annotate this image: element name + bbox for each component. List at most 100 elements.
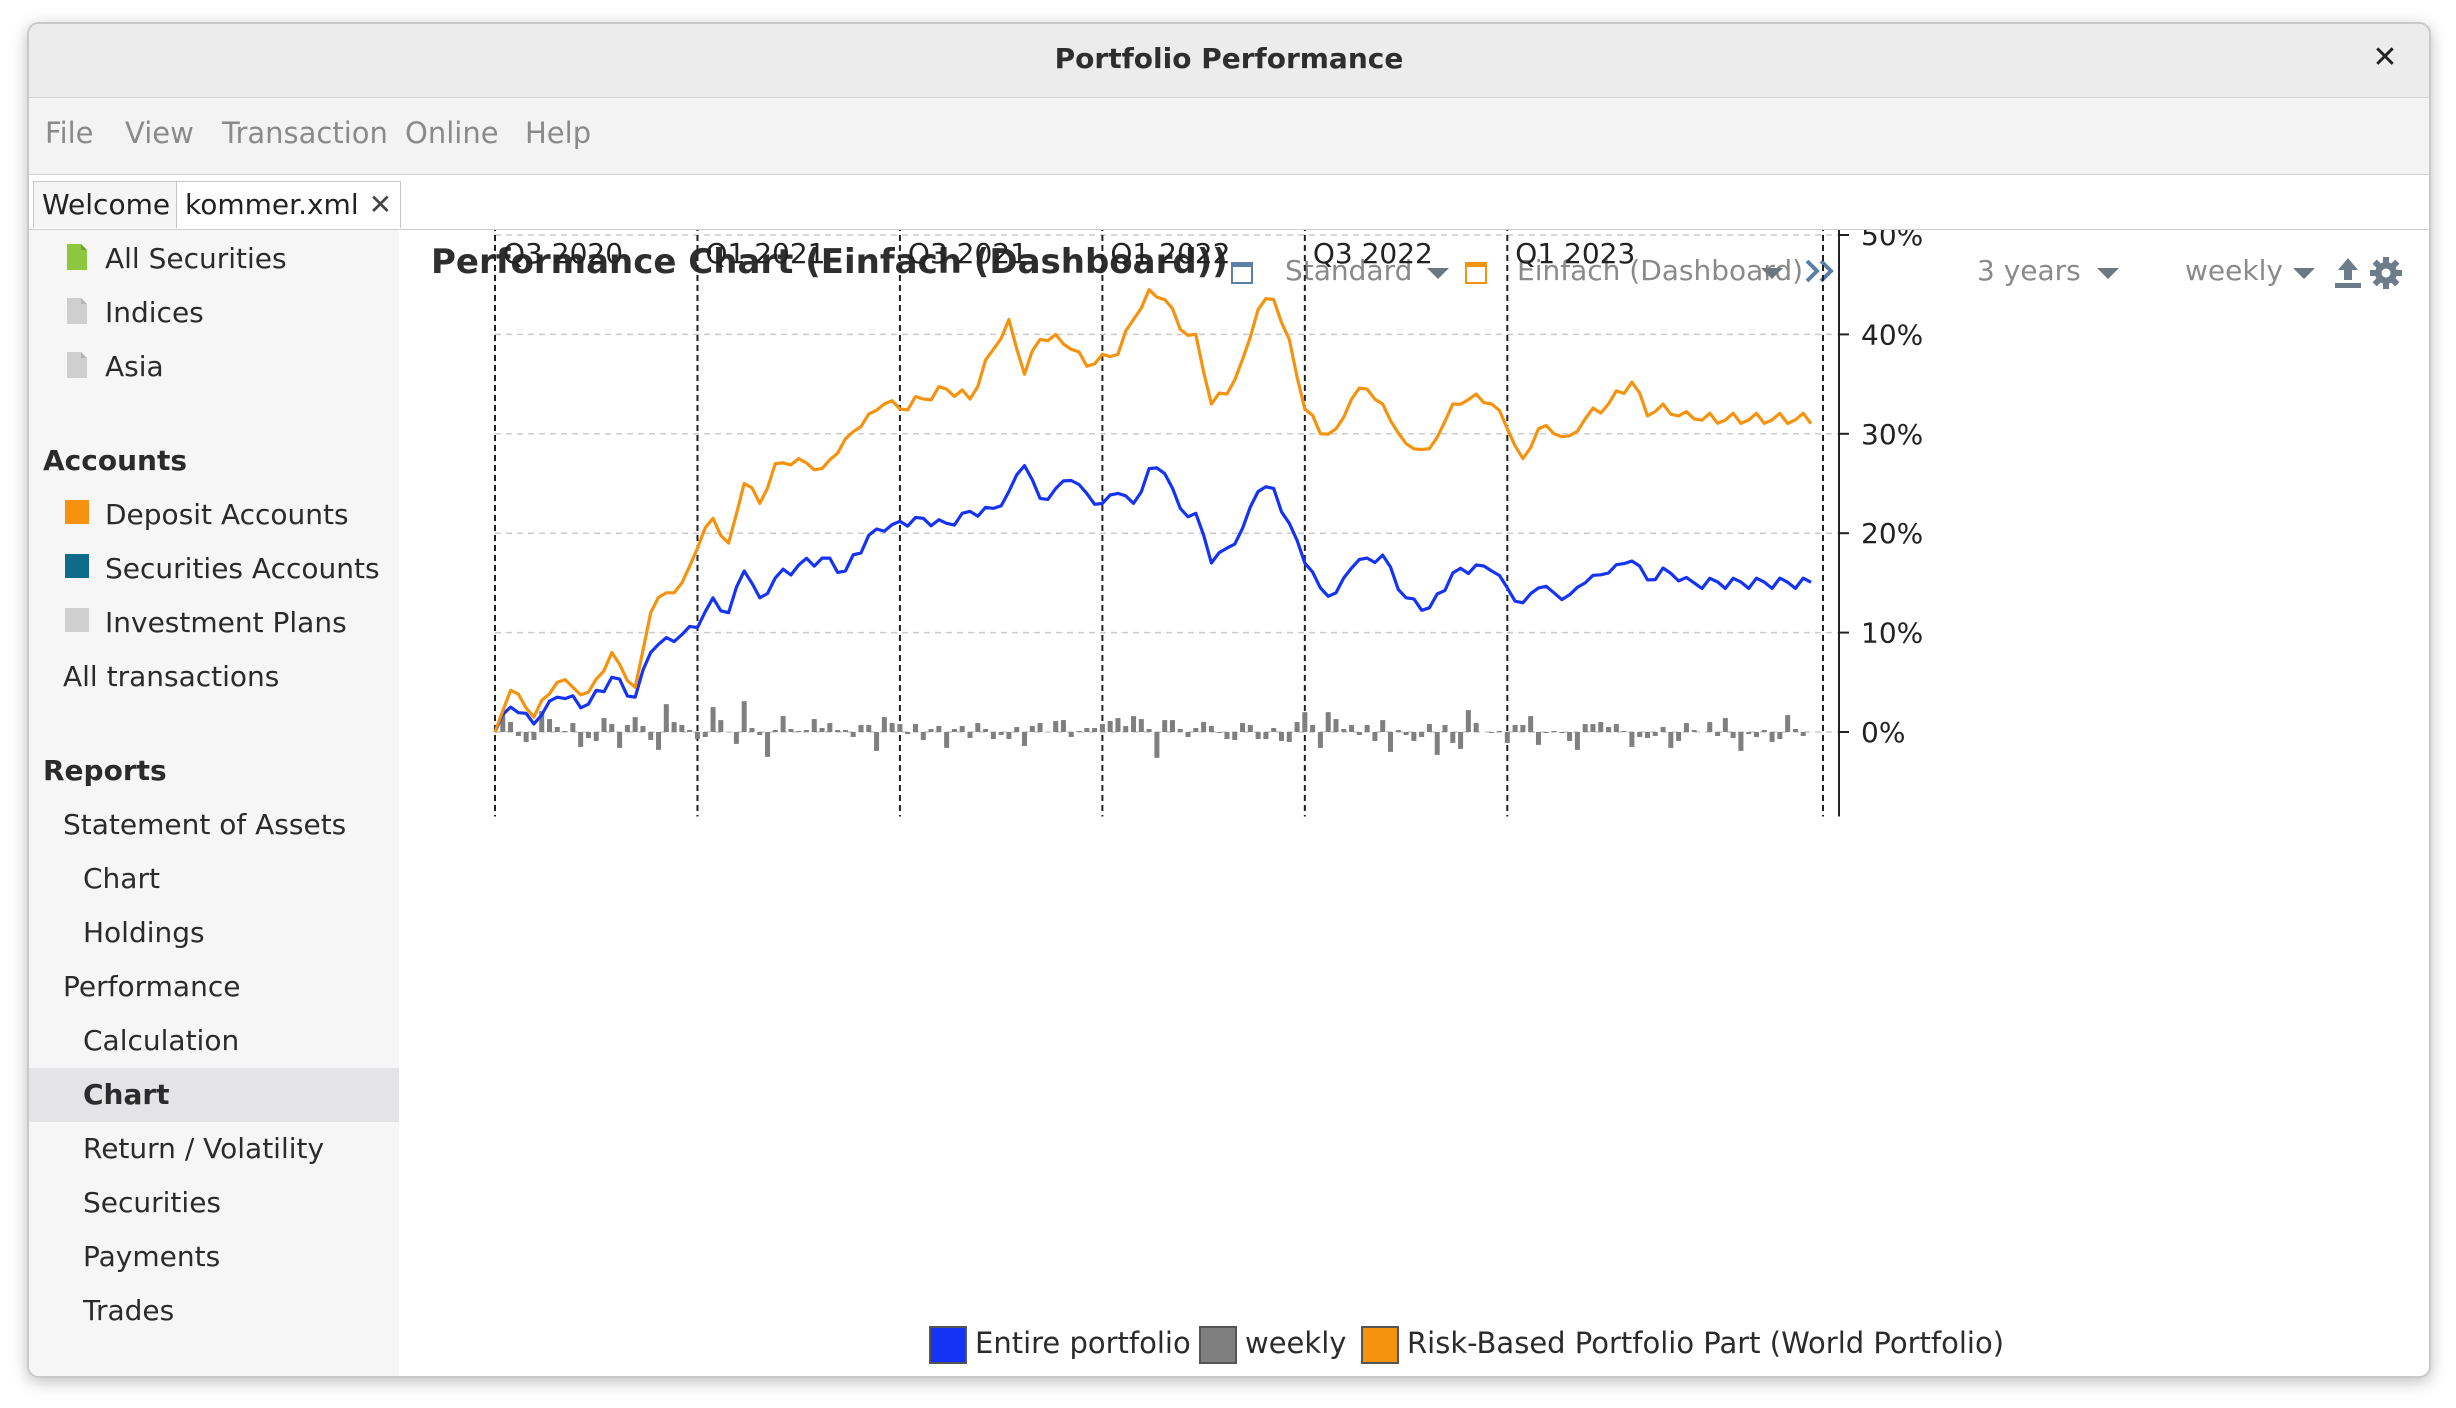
weekly-bar [1076, 731, 1082, 732]
weekly-bar [570, 723, 576, 732]
legend-label-weekly: weekly [1245, 1326, 1347, 1360]
sidebar-item-performance[interactable]: Performance [63, 970, 241, 1003]
tab-welcome-label: Welcome [42, 188, 171, 221]
close-icon[interactable]: ✕ [2372, 40, 2398, 75]
double-chevron-right-icon[interactable] [1803, 256, 1839, 290]
green-document-icon [67, 244, 87, 270]
gear-icon[interactable] [2369, 256, 2403, 294]
weekly-bar [1232, 732, 1238, 740]
weekly-bar [1115, 718, 1121, 732]
weekly-bar [881, 717, 887, 732]
weekly-bar [811, 719, 817, 732]
weekly-bar [648, 732, 654, 740]
sidebar-item-performance-chart[interactable]: Chart [83, 1078, 170, 1111]
weekly-bar [1341, 729, 1347, 732]
weekly-bar [585, 732, 591, 738]
accounts-header: Accounts [43, 444, 188, 477]
sidebar-item-soa-chart[interactable]: Chart [83, 862, 160, 895]
sidebar-item-all-transactions[interactable]: All transactions [63, 660, 280, 693]
tab-kommer[interactable]: kommer.xml ✕ [176, 181, 402, 228]
document-icon [67, 352, 87, 378]
export-icon[interactable] [2333, 256, 2363, 294]
sidebar-item-trades[interactable]: Trades [83, 1294, 175, 1327]
sidebar-item-statement-of-assets[interactable]: Statement of Assets [63, 808, 347, 841]
weekly-bar [515, 732, 521, 736]
sidebar-selection-highlight [29, 1068, 399, 1122]
sidebar-item-calculation[interactable]: Calculation [83, 1024, 240, 1057]
weekly-bar [1707, 722, 1713, 732]
weekly-bar [1489, 732, 1495, 733]
view-standard-dropdown[interactable]: Standard [1285, 254, 1413, 287]
weekly-bar [1769, 732, 1775, 742]
sidebar-item-deposit-accounts[interactable]: Deposit Accounts [105, 498, 349, 531]
y-tick-label: 30% [1861, 418, 1923, 451]
sidebar: All Securities Indices Asia Accounts Dep… [29, 230, 399, 1376]
weekly-bar [858, 725, 864, 732]
weekly-bar [523, 732, 529, 742]
period-dropdown[interactable]: 3 years [1977, 254, 2081, 287]
x-tick-label: Q1 2021 [705, 237, 825, 270]
view-einfach-dropdown[interactable]: Einfach (Dashboard) [1517, 254, 1804, 287]
weekly-bar [959, 726, 965, 732]
x-tick-label: Q1 2022 [1110, 237, 1230, 270]
weekly-bar [718, 720, 724, 732]
weekly-bar [1201, 722, 1207, 732]
sidebar-item-return-volatility[interactable]: Return / Volatility [83, 1132, 325, 1165]
series-line-risk-based [493, 288, 1813, 733]
interval-dropdown[interactable]: weekly [2185, 254, 2283, 287]
weekly-bar [679, 725, 685, 732]
chevron-down-icon[interactable] [2293, 268, 2315, 279]
weekly-bar [1504, 732, 1510, 743]
weekly-bar [1380, 720, 1386, 732]
weekly-bar [562, 731, 568, 732]
weekly-bar [554, 727, 560, 732]
weekly-bar [733, 732, 739, 744]
sidebar-item-investment-plans[interactable]: Investment Plans [105, 606, 347, 639]
menu-help[interactable]: Help [525, 116, 592, 150]
weekly-bar [1053, 721, 1059, 732]
weekly-bar [1473, 723, 1479, 732]
chevron-down-icon[interactable] [1761, 268, 1783, 279]
chevron-down-icon[interactable] [1427, 268, 1449, 279]
weekly-bar [1629, 732, 1635, 747]
sidebar-item-asia[interactable]: Asia [105, 350, 164, 383]
weekly-bar [1543, 732, 1549, 733]
chevron-down-icon[interactable] [2097, 268, 2119, 279]
sidebar-item-payments[interactable]: Payments [83, 1240, 221, 1273]
weekly-bar [1123, 726, 1129, 732]
menu-file[interactable]: File [45, 116, 94, 150]
sidebar-item-holdings[interactable]: Holdings [83, 916, 205, 949]
app-window: Portfolio Performance ✕ File View Transa… [27, 22, 2431, 1378]
weekly-bar [1193, 728, 1199, 732]
menu-online[interactable]: Online [405, 116, 499, 150]
weekly-bar [1349, 725, 1355, 732]
weekly-bar [1644, 732, 1650, 738]
weekly-bar [1419, 732, 1425, 737]
y-tick-label: 50% [1861, 230, 1923, 252]
weekly-bar [1372, 732, 1378, 741]
weekly-bar [1403, 732, 1409, 735]
menu-transaction[interactable]: Transaction [222, 116, 388, 150]
weekly-bar [1084, 728, 1090, 732]
weekly-bar [1029, 726, 1035, 732]
weekly-bar [835, 730, 841, 732]
tab-welcome[interactable]: Welcome [33, 181, 180, 228]
weekly-bar [998, 732, 1004, 735]
weekly-bar [1208, 726, 1214, 732]
weekly-bar [1177, 729, 1183, 732]
window-title: Portfolio Performance [1054, 42, 1404, 75]
weekly-bar [663, 704, 669, 732]
sidebar-item-indices[interactable]: Indices [105, 296, 204, 329]
menu-view[interactable]: View [125, 116, 194, 150]
sidebar-item-securities-report[interactable]: Securities [83, 1186, 222, 1219]
weekly-bar [1006, 732, 1012, 739]
weekly-bar [1567, 732, 1573, 741]
sidebar-item-securities-accounts[interactable]: Securities Accounts [105, 552, 380, 585]
weekly-bar [1411, 732, 1417, 741]
sidebar-item-all-securities[interactable]: All Securities [105, 242, 287, 275]
weekly-bar [1426, 724, 1432, 732]
tab-close-icon[interactable]: ✕ [368, 188, 393, 221]
weekly-bar [1060, 720, 1066, 732]
legend-swatch-entire-portfolio [929, 1326, 967, 1364]
weekly-bar [1014, 727, 1020, 732]
